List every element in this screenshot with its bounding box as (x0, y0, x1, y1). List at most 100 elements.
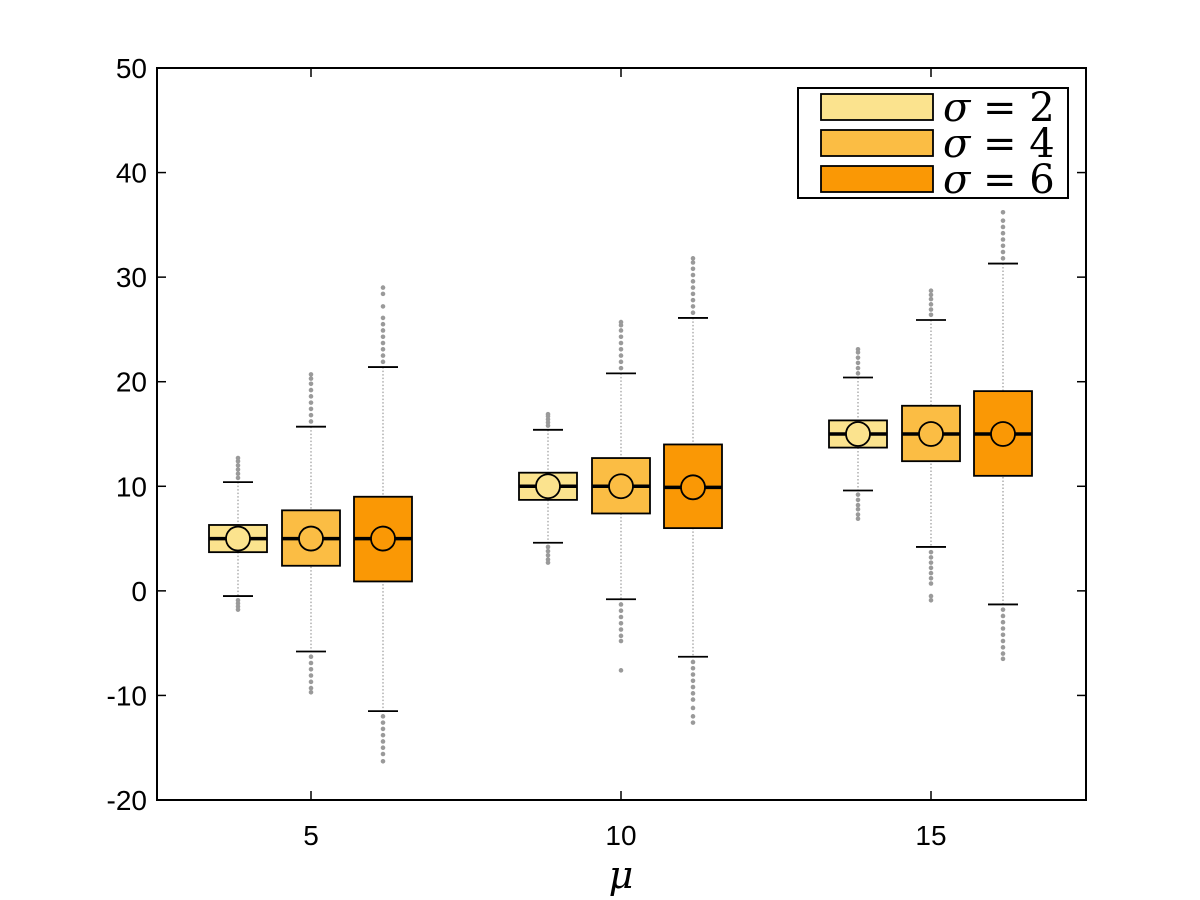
outlier-point (308, 376, 314, 381)
outlier-point (690, 714, 696, 719)
outlier-point (308, 689, 314, 695)
legend-value: = 4 (970, 121, 1054, 167)
outlier-point (380, 732, 386, 738)
outlier-point (855, 512, 861, 517)
outlier-point (308, 394, 314, 399)
outlier-point (855, 360, 861, 366)
outlier-point (618, 633, 624, 639)
outlier-point (1000, 210, 1006, 215)
outlier-point (855, 492, 861, 497)
outlier-point (928, 560, 934, 565)
outlier-point (618, 602, 624, 607)
outlier-point (618, 334, 624, 340)
outlier-point (545, 560, 551, 565)
box-group (518, 411, 578, 565)
y-tick-label: 30 (116, 262, 147, 293)
outlier-point (690, 697, 696, 702)
outlier-point (618, 365, 624, 371)
outlier-point (855, 497, 861, 503)
outlier-point (1000, 626, 1006, 631)
outlier-point (1000, 619, 1006, 625)
legend-symbol: σ (943, 157, 972, 203)
y-tick-label: 50 (116, 53, 147, 84)
outlier-point (380, 340, 386, 346)
y-tick-label: 0 (131, 576, 147, 607)
outlier-point (928, 302, 934, 307)
legend-symbol: σ (943, 85, 972, 131)
outlier-point (855, 516, 861, 522)
outlier-point (380, 346, 386, 352)
box-group (353, 285, 413, 764)
outlier-point (380, 321, 386, 327)
outlier-point (928, 581, 934, 586)
outlier-point (1000, 224, 1006, 230)
outlier-point (1000, 237, 1006, 242)
mean-marker (225, 525, 251, 552)
x-tick-label: 10 (605, 820, 636, 851)
outlier-point (308, 412, 314, 418)
outlier-point (690, 260, 696, 265)
outlier-point (380, 726, 386, 732)
outlier-point (928, 570, 934, 576)
legend: σ = 2σ = 4σ = 6 (797, 85, 1069, 203)
outlier-point (690, 304, 696, 309)
outlier-point (235, 607, 241, 612)
outlier-point (618, 627, 624, 632)
outlier-point (380, 714, 386, 719)
outlier-point (235, 471, 241, 477)
outlier-point (380, 291, 386, 297)
outlier-point (855, 346, 861, 352)
outlier-point (690, 684, 696, 690)
outlier-point (235, 455, 241, 461)
legend-entry: σ = 4 (943, 121, 1055, 167)
mean-marker (990, 421, 1016, 447)
outlier-point (545, 553, 551, 558)
outlier-point (1000, 243, 1006, 249)
box-group (663, 256, 723, 725)
outlier-point (380, 304, 386, 309)
outlier-point (690, 720, 696, 725)
outlier-point (690, 291, 696, 297)
y-tick-label: 40 (116, 158, 147, 189)
outlier-point (690, 672, 696, 677)
box-group (281, 372, 341, 695)
outlier-point (618, 340, 624, 346)
outlier-point (618, 614, 624, 620)
outlier-point (618, 319, 624, 325)
outlier-point (690, 256, 696, 261)
outlier-point (308, 372, 314, 377)
legend-symbol: σ (943, 121, 972, 167)
outlier-point (308, 685, 314, 691)
outlier-point (1000, 230, 1006, 236)
mean-marker (918, 421, 944, 447)
y-tick-label: -20 (107, 785, 147, 816)
outlier-point (1000, 249, 1006, 255)
outlier-point (618, 620, 624, 626)
outlier-point (308, 400, 314, 405)
mean-marker (535, 473, 561, 500)
outlier-point (928, 549, 934, 555)
outlier-point (380, 353, 386, 358)
outlier-point (690, 279, 696, 284)
outlier-point (928, 597, 934, 603)
x-axis-label: μ (609, 853, 634, 897)
outlier-point (618, 359, 624, 365)
outlier-point (380, 359, 386, 365)
outlier-point (928, 307, 934, 312)
outlier-point (380, 315, 386, 321)
outlier-point (308, 381, 314, 387)
outlier-point (928, 296, 934, 302)
outlier-point (308, 406, 314, 412)
outlier-point (928, 576, 934, 581)
outlier-point (1000, 651, 1006, 656)
box-group (973, 210, 1033, 662)
outlier-point (235, 467, 241, 472)
outlier-point (380, 334, 386, 340)
outlier-point (928, 292, 934, 298)
outlier-point (928, 593, 934, 599)
y-tick-label: 20 (116, 367, 147, 398)
outlier-point (618, 328, 624, 333)
box-group (591, 319, 651, 673)
outlier-point (690, 665, 696, 671)
outlier-point (308, 660, 314, 666)
